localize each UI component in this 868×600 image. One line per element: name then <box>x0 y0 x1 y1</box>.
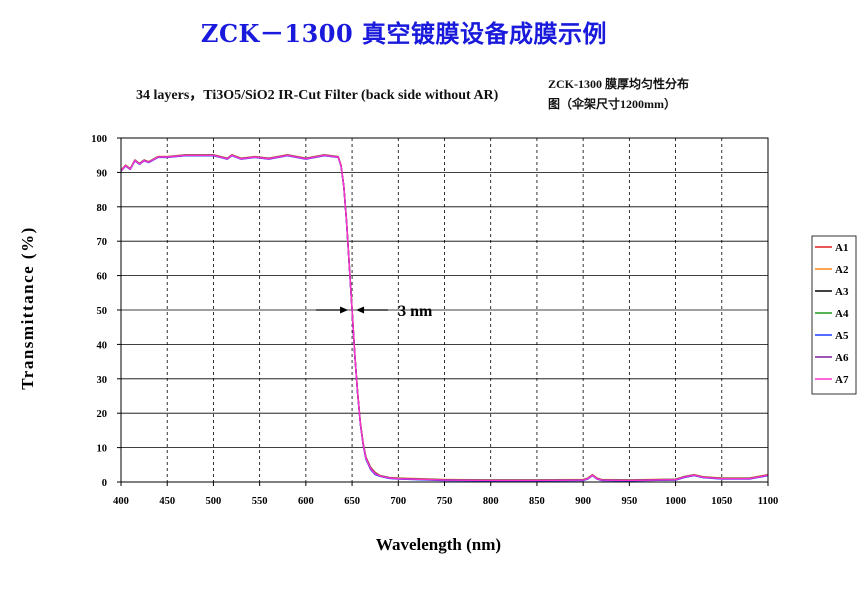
uniformity-note-line1: ZCK-1300 膜厚均匀性分布 <box>548 77 690 91</box>
y-tick-label: 20 <box>97 409 108 420</box>
x-tick-label: 600 <box>298 496 314 507</box>
chart-subtitle: 34 layers，Ti3O5/SiO2 IR-Cut Filter (back… <box>136 88 499 103</box>
x-tick-label: 650 <box>344 496 360 507</box>
grid <box>121 138 768 482</box>
uniformity-note-line2: 图（伞架尺寸1200mm） <box>548 97 676 111</box>
x-axis-ticks: 400 450 500 550 600 650 700 750 800 850 900 950 1000… <box>113 482 778 507</box>
y-tick-label: 40 <box>97 340 108 351</box>
y-tick-label: 0 <box>102 478 107 489</box>
uniformity-note: ZCK-1300 膜厚均匀性分布 图（伞架尺寸1200mm） <box>548 74 768 114</box>
series-line-a6 <box>120 154 769 481</box>
y-axis-title: Transmittance (%) <box>18 226 37 390</box>
annotation: 3 nm <box>316 303 433 320</box>
x-tick-label: 500 <box>206 496 222 507</box>
y-tick-label: 30 <box>97 375 108 386</box>
legend-box <box>811 235 857 395</box>
y-tick-label: 70 <box>97 237 108 248</box>
x-tick-label: 850 <box>529 496 545 507</box>
chart-title: ZCK－1300 真空镀膜设备成膜示例 <box>200 19 608 48</box>
series-line-a7 <box>120 154 769 482</box>
legend: A1 A2 A3 A4 A5 A6 A7 <box>811 235 857 395</box>
x-tick-label: 900 <box>575 496 591 507</box>
y-tick-label: 80 <box>97 203 108 214</box>
series-lines <box>120 153 769 482</box>
annotation-arrowhead-left <box>340 306 349 314</box>
legend-label: A6 <box>835 352 849 364</box>
legend-label: A2 <box>835 264 849 276</box>
legend-label: A7 <box>835 374 849 386</box>
x-tick-label: 800 <box>483 496 499 507</box>
legend-label: A3 <box>835 286 849 298</box>
series-line-a2 <box>120 153 769 481</box>
y-tick-label: 10 <box>97 444 108 455</box>
y-tick-label: 100 <box>91 134 107 145</box>
legend-label: A1 <box>835 242 848 254</box>
legend-label: A4 <box>835 308 849 320</box>
x-tick-label: 450 <box>159 496 175 507</box>
x-axis-title: Wavelength (nm) <box>376 535 501 554</box>
x-tick-label: 1000 <box>665 496 686 507</box>
x-tick-label: 750 <box>437 496 453 507</box>
annotation-arrowhead-right <box>356 306 365 314</box>
y-tick-label: 60 <box>97 272 108 283</box>
annotation-label: 3 nm <box>398 303 433 320</box>
x-tick-label: 550 <box>252 496 268 507</box>
y-tick-label: 90 <box>97 168 108 179</box>
x-tick-label: 950 <box>621 496 637 507</box>
series-line-a1 <box>120 154 769 481</box>
x-tick-label: 1100 <box>758 496 778 507</box>
y-tick-label: 50 <box>97 306 108 317</box>
x-tick-label: 400 <box>113 496 129 507</box>
series-line-a4 <box>120 154 769 481</box>
legend-label: A5 <box>835 330 849 342</box>
x-tick-label: 1050 <box>711 496 732 507</box>
x-tick-label: 700 <box>390 496 406 507</box>
y-axis-ticks: 0 10 20 30 40 50 60 70 80 90 100 <box>91 134 121 489</box>
